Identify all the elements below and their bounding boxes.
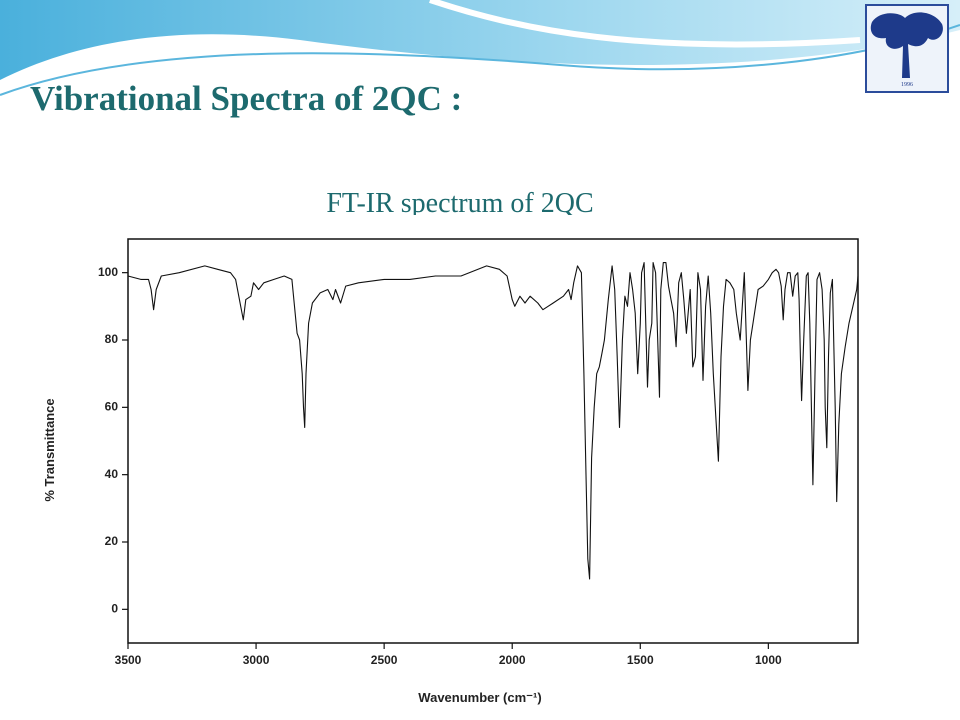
x-tick-label: 2000 (499, 653, 526, 667)
logo-text: 1996 (901, 82, 913, 88)
y-axis-label: % Transmittance (42, 398, 57, 501)
x-tick-label: 1500 (627, 653, 654, 667)
header-line (0, 24, 960, 96)
slide-title: Vibrational Spectra of 2QC : (30, 79, 462, 118)
chart-title: FT-IR spectrum of 2QC (326, 188, 593, 219)
spectrum-line (127, 262, 859, 580)
x-tick-label: 3500 (115, 653, 142, 667)
y-tick-label: 20 (105, 534, 119, 548)
y-tick-label: 40 (105, 467, 119, 481)
x-tick-label: 1000 (755, 653, 782, 667)
plot-frame (127, 238, 859, 644)
chart-area (22, 215, 888, 720)
plot: 0 20 40 60 80 100 3500 3000 2500 2000 1500 1000 (98, 262, 859, 667)
y-tick-label: 0 (111, 602, 118, 616)
x-axis-label: Wavenumber (cm⁻¹) (418, 690, 541, 705)
y-tick-label: 80 (105, 332, 119, 346)
x-tick-label: 2500 (371, 653, 398, 667)
logo: 1996 (865, 4, 949, 93)
header-highlight (429, 0, 861, 48)
logo-tree (870, 12, 943, 78)
x-tick-label: 3000 (243, 653, 270, 667)
header-wave (0, 0, 960, 80)
y-tick-label: 100 (98, 265, 118, 279)
y-tick-label: 60 (105, 400, 119, 414)
